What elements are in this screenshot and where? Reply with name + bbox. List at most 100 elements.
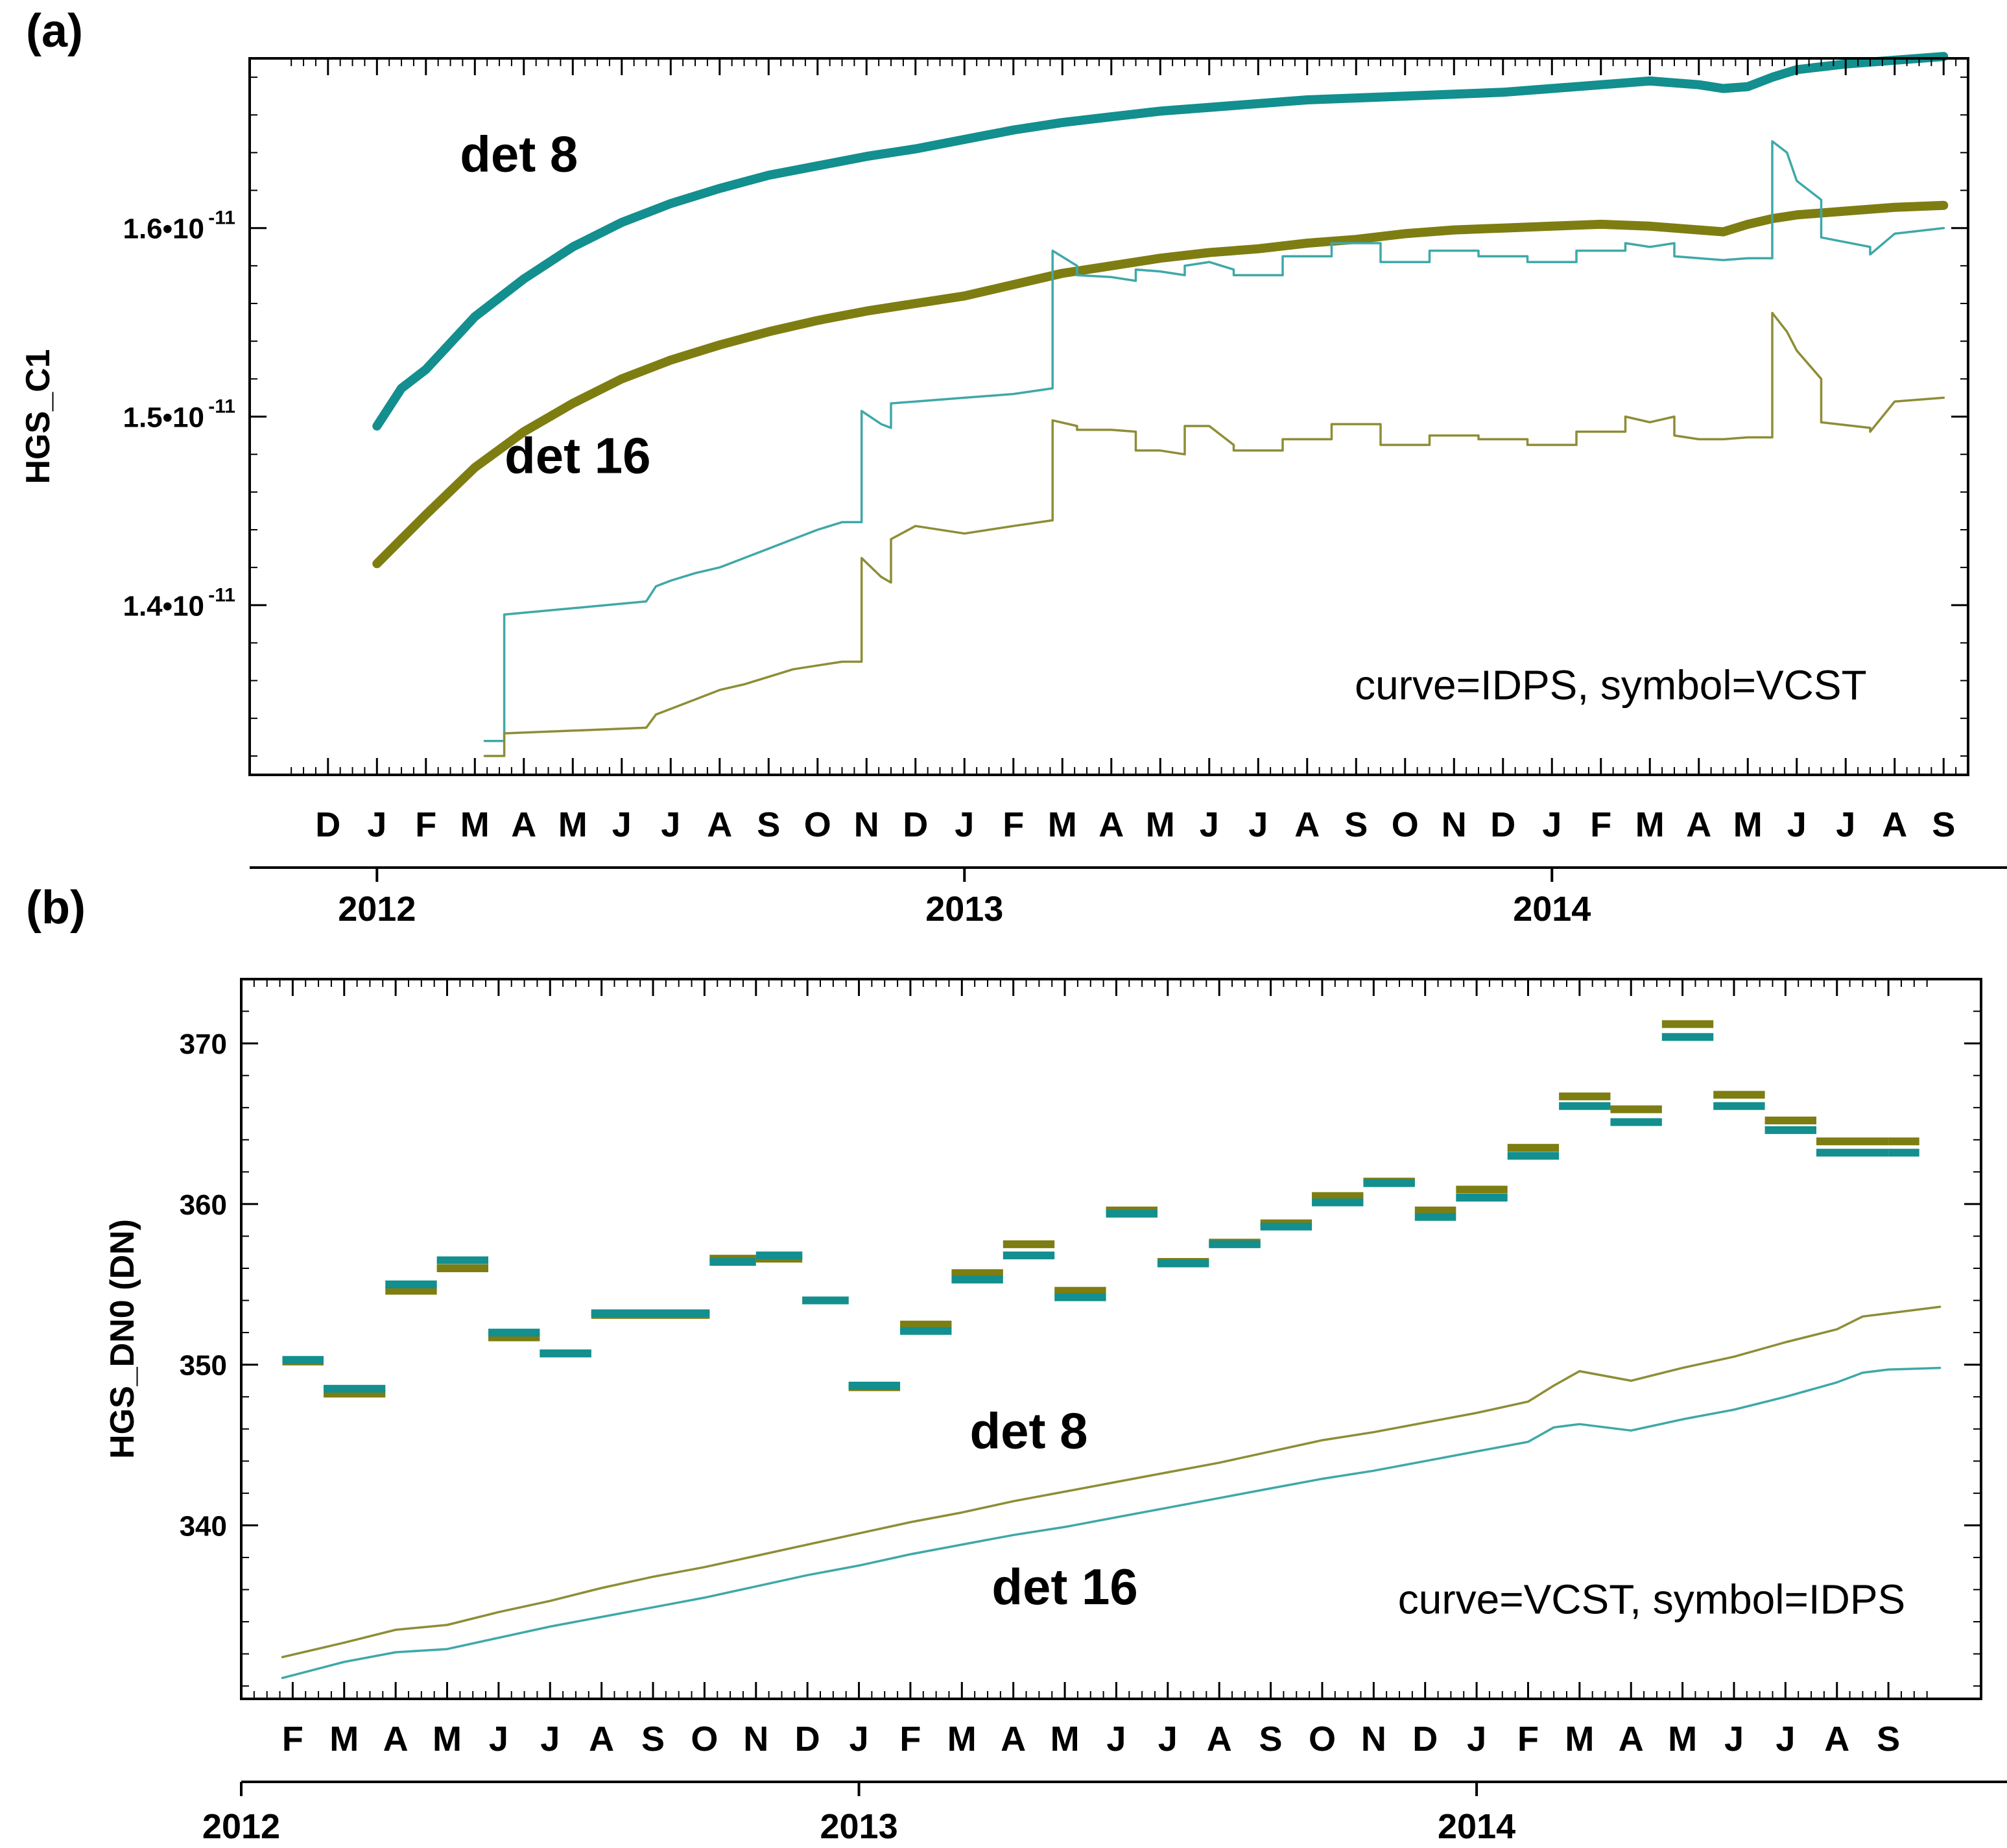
panel-b-plot-frame (240, 978, 1982, 1700)
month-label: A (707, 805, 732, 844)
month-label: A (1882, 805, 1907, 844)
y-tick-exponent: -11 (208, 396, 235, 418)
month-label: F (1590, 805, 1611, 844)
month-label: N (1361, 1720, 1386, 1759)
month-label: M (1733, 805, 1763, 844)
month-label: O (804, 805, 831, 844)
series-det-8-vcst (372, 52, 1949, 431)
series-annotation: det 8 (460, 125, 578, 182)
month-label: S (757, 805, 780, 844)
panel-a-y-tick-labels: 1.4•10 -111.5•10 -111.6•10 -11 (123, 207, 235, 622)
month-label: N (1442, 805, 1467, 844)
series-det-16-vcst (372, 200, 1949, 569)
year-label: 2014 (1513, 890, 1591, 929)
panel-b-series (281, 1020, 1942, 1679)
month-label: J (1836, 805, 1855, 844)
month-label: J (1787, 805, 1807, 844)
month-label: M (433, 1720, 462, 1759)
month-label: J (661, 805, 680, 844)
month-label: J (1248, 805, 1268, 844)
month-label: M (558, 805, 588, 844)
y-tick-label: 1.4•10 (123, 590, 204, 622)
month-label: S (1932, 805, 1955, 844)
month-label: A (589, 1720, 614, 1759)
series-det-8-idps (483, 140, 1945, 742)
month-label: M (1048, 805, 1077, 844)
month-label: J (612, 805, 632, 844)
month-label: J (1158, 1720, 1178, 1759)
month-label: M (460, 805, 490, 844)
y-tick-exponent: -11 (208, 584, 235, 606)
y-tick-label: 1.5•10 (123, 402, 204, 434)
month-label: A (1686, 805, 1711, 844)
month-label: D (315, 805, 340, 844)
panel-a: (a) 1.4•10 -111.5•10 -111.6•10 -11 HGS_C1 D… (19, 5, 2007, 929)
month-label: J (1106, 1720, 1126, 1759)
year-label: 2013 (925, 890, 1003, 929)
month-label: J (1775, 1720, 1795, 1759)
series-annotation: det 8 (969, 1402, 1087, 1459)
year-label: 2014 (1438, 1807, 1515, 1846)
month-label: A (1001, 1720, 1026, 1759)
month-label: A (1619, 1720, 1644, 1759)
month-label: J (1200, 805, 1219, 844)
panel-a-label: (a) (26, 5, 83, 57)
month-label: S (1344, 805, 1368, 844)
panel-b-label: (b) (26, 882, 86, 934)
panel-b-y-axis-label: HGS_DN0 (DN) (104, 1219, 141, 1459)
legend-note: curve=VCST, symbol=IDPS (1398, 1576, 1906, 1623)
month-label: J (1724, 1720, 1744, 1759)
panel-a-y-axis-label: HGS_C1 (19, 349, 57, 484)
month-label: J (955, 805, 974, 844)
panel-a-series (372, 52, 1949, 757)
month-label: A (1294, 805, 1320, 844)
panel-a-ticks (250, 58, 1969, 775)
panel-b-annotations: det 8 det 16 curve=VCST, symbol=IDPS (969, 1402, 1905, 1622)
month-label: J (1467, 1720, 1486, 1759)
month-label: A (1824, 1720, 1849, 1759)
panel-a-annotations: det 8 det 16 curve=IDPS, symbol=VCST (460, 125, 1866, 708)
month-label: F (282, 1720, 303, 1759)
month-label: S (1877, 1720, 1900, 1759)
month-label: D (903, 805, 928, 844)
month-label: N (854, 805, 879, 844)
month-label: M (1051, 1720, 1080, 1759)
series-det-8-vcst (281, 1305, 1942, 1659)
legend-note: curve=IDPS, symbol=VCST (1355, 662, 1867, 709)
panel-a-year-labels: 2012 2013 2014 (338, 868, 1591, 929)
panel-b-ticks (241, 978, 1981, 1699)
month-label: D (795, 1720, 820, 1759)
y-tick-label: 350 (180, 1350, 227, 1382)
panel-b-y-tick-labels: 340 350 360 370 (180, 1028, 227, 1542)
month-label: M (947, 1720, 977, 1759)
month-label: A (1207, 1720, 1232, 1759)
month-label: J (367, 805, 386, 844)
panel-b-year-labels: 2012 2013 2014 (202, 1782, 1515, 1846)
series-det-16-vcst (281, 1366, 1942, 1679)
y-tick-label: 370 (180, 1028, 227, 1060)
month-label: O (1392, 805, 1419, 844)
month-label: D (1490, 805, 1515, 844)
y-tick-label: 340 (180, 1510, 227, 1542)
month-label: N (743, 1720, 768, 1759)
month-label: J (489, 1720, 508, 1759)
series-det-16-idps (483, 311, 1945, 757)
year-label: 2012 (202, 1807, 280, 1846)
month-label: M (1146, 805, 1175, 844)
month-label: A (383, 1720, 409, 1759)
month-label: J (540, 1720, 560, 1759)
y-tick-label: 1.6•10 (123, 213, 204, 245)
month-label: F (899, 1720, 921, 1759)
series-annotation: det 16 (992, 1558, 1137, 1615)
month-label: S (641, 1720, 665, 1759)
y-tick-exponent: -11 (208, 207, 235, 229)
month-label: A (1099, 805, 1124, 844)
month-label: J (849, 1720, 869, 1759)
series-det-16-idps (282, 1033, 1919, 1393)
month-label: O (691, 1720, 718, 1759)
month-label: A (511, 805, 536, 844)
